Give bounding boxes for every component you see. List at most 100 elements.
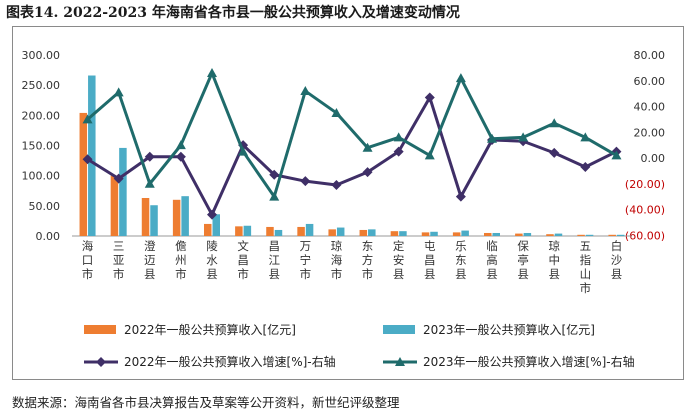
category-label: 临高县 xyxy=(486,239,498,281)
growth-point-2023 xyxy=(175,140,186,150)
growth-line-2023 xyxy=(86,71,618,199)
bar-2022 xyxy=(390,231,399,236)
bar-2023 xyxy=(585,234,594,236)
bar-series xyxy=(79,75,625,236)
right-tick-label: (40.00) xyxy=(625,204,665,217)
bar-2022 xyxy=(79,112,88,236)
left-tick-label: 50.00 xyxy=(29,200,61,213)
bar-2022 xyxy=(328,229,336,236)
legend-label: 2022年一般公共预算收入增速[%]-右轴 xyxy=(124,354,336,369)
bar-2023 xyxy=(181,196,189,236)
bar-2023 xyxy=(399,231,407,236)
growth-point-2022 xyxy=(113,173,124,184)
chart-canvas: 0.0050.00100.00150.00200.00250.00300.00 … xyxy=(22,49,666,369)
category-label: 琼海市 xyxy=(331,239,343,281)
growth-point-2023 xyxy=(300,86,311,96)
bar-2023 xyxy=(243,225,252,236)
bar-2023 xyxy=(616,234,625,236)
left-axis-ticks: 0.00 50.00 100.00 150.00 200.00 250.00 300.00 xyxy=(22,49,61,243)
left-tick-label: 250.00 xyxy=(22,79,61,92)
legend-label: 2023年一般公共预算收入增速[%]-右轴 xyxy=(423,354,635,369)
bar-2022 xyxy=(359,229,368,236)
left-tick-label: 150.00 xyxy=(22,140,61,153)
legend-label: 2022年一般公共预算收入[亿元] xyxy=(124,322,296,337)
category-label: 保亭县 xyxy=(517,239,529,281)
bar-2022 xyxy=(421,232,430,236)
right-tick-label: 40.00 xyxy=(634,101,666,114)
bar-2022 xyxy=(204,223,212,236)
bar-2023 xyxy=(554,233,563,236)
bar-2023 xyxy=(492,232,500,236)
right-tick-label: 0.00 xyxy=(641,152,666,165)
category-label: 海口市 xyxy=(82,239,94,281)
growth-point-2022 xyxy=(580,162,591,173)
right-tick-label: (20.00) xyxy=(625,178,665,191)
bar-2022 xyxy=(515,233,523,236)
bar-2022 xyxy=(110,175,119,236)
bar-2023 xyxy=(523,232,532,236)
growth-point-2023 xyxy=(331,107,342,117)
bar-2023 xyxy=(150,205,158,236)
growth-point-2022 xyxy=(331,180,342,191)
source-note: 数据来源：海南省各市县决算报告及草案等公开资料，新世纪评级整理 xyxy=(12,395,400,410)
legend-label: 2023年一般公共预算收入[亿元] xyxy=(423,322,595,337)
growth-point-2023 xyxy=(424,150,435,160)
figure-title: 图表14. 2022-2023 年海南省各市县一般公共预算收入及增速变动情况 xyxy=(6,5,460,21)
category-labels: 海口市 三亚市 澄迈县 儋州市 陵水县 文昌市 昌江县 万宁市 琼海市 东方市 定安县 屯昌县 乐东县 临… xyxy=(82,239,623,295)
growth-point-2023 xyxy=(238,146,249,156)
right-tick-label: 60.00 xyxy=(634,75,666,88)
category-label: 定安县 xyxy=(393,239,405,281)
category-label: 琼中县 xyxy=(548,239,560,281)
category-label: 五指山市 xyxy=(580,239,592,295)
growth-point-2023 xyxy=(393,132,404,142)
legend-marker xyxy=(395,357,405,366)
bar-2022 xyxy=(141,197,150,236)
left-tick-label: 300.00 xyxy=(22,49,61,62)
bar-2023 xyxy=(274,229,283,236)
growth-point-2023 xyxy=(487,133,497,143)
legend-swatch xyxy=(84,325,116,334)
bar-2023 xyxy=(88,75,96,236)
growth-point-2022 xyxy=(455,191,466,202)
growth-point-2022 xyxy=(207,209,217,220)
category-label: 屯昌县 xyxy=(424,239,436,281)
category-label: 儋州市 xyxy=(175,239,187,281)
growth-point-2023 xyxy=(518,132,529,142)
growth-point-2023 xyxy=(580,132,591,142)
growth-point-2023 xyxy=(207,68,217,78)
left-tick-label: 200.00 xyxy=(22,109,61,122)
growth-point-2023 xyxy=(269,191,280,201)
bar-2023 xyxy=(305,223,314,236)
bar-2022 xyxy=(577,234,585,236)
category-label: 澄迈县 xyxy=(144,239,156,281)
bar-2022 xyxy=(484,232,492,236)
category-label: 文昌市 xyxy=(237,239,249,281)
line-series xyxy=(82,68,622,220)
legend-swatch xyxy=(383,325,415,334)
bar-2022 xyxy=(266,226,274,236)
category-label: 东方市 xyxy=(362,239,374,281)
growth-line-2022 xyxy=(86,95,618,217)
category-label: 乐东县 xyxy=(455,239,467,281)
chart-frame xyxy=(12,26,684,380)
growth-point-2022 xyxy=(175,151,186,162)
growth-point-2023 xyxy=(362,142,373,152)
growth-point-2022 xyxy=(549,147,560,158)
left-tick-label: 100.00 xyxy=(22,170,61,183)
growth-point-2022 xyxy=(362,167,373,178)
bar-2023 xyxy=(119,147,127,236)
growth-point-2023 xyxy=(611,150,622,160)
bar-2022 xyxy=(546,234,554,236)
growth-point-2022 xyxy=(424,92,435,103)
right-tick-label: (60.00) xyxy=(625,229,665,242)
bar-2022 xyxy=(297,226,305,236)
legend: 2022年一般公共预算收入[亿元] 2023年一般公共预算收入[亿元] 2022年一… xyxy=(84,322,635,369)
growth-point-2022 xyxy=(269,169,280,180)
category-label: 昌江县 xyxy=(268,239,280,281)
growth-point-2023 xyxy=(144,178,155,188)
left-tick-label: 0.00 xyxy=(36,230,61,243)
growth-point-2022 xyxy=(144,151,155,162)
growth-point-2022 xyxy=(393,146,404,157)
bar-2023 xyxy=(336,227,345,236)
category-label: 万宁市 xyxy=(300,239,312,281)
